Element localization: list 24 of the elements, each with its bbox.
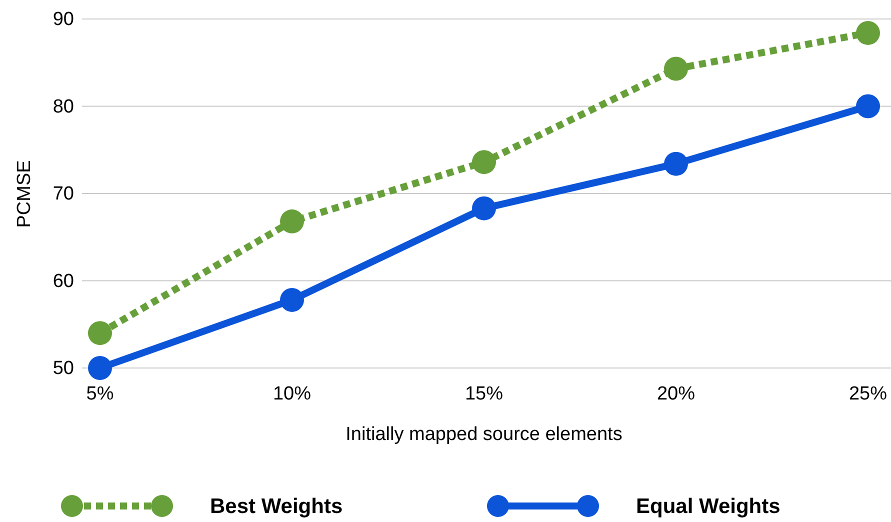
y-tick-label: 50 bbox=[52, 358, 74, 380]
x-tick-label: 20% bbox=[656, 383, 696, 404]
y-tick-label: 70 bbox=[52, 184, 74, 205]
point bbox=[280, 209, 304, 234]
x-axis-title: Initially mapped source elements bbox=[346, 424, 622, 445]
point bbox=[472, 150, 496, 174]
point bbox=[88, 321, 112, 346]
x-tick-label: 15% bbox=[464, 383, 504, 404]
point bbox=[664, 56, 688, 81]
point bbox=[664, 152, 688, 176]
y-tick-label: 60 bbox=[52, 270, 74, 292]
point bbox=[88, 356, 112, 380]
y-tick-label: 80 bbox=[52, 96, 74, 118]
point bbox=[856, 94, 880, 118]
legend-label: Equal Weights bbox=[636, 495, 780, 518]
y-axis-title: PCMSE bbox=[14, 160, 35, 228]
point bbox=[280, 288, 304, 312]
point bbox=[472, 196, 496, 220]
x-tick-label: 25% bbox=[848, 383, 888, 404]
legend-label: Best Weights bbox=[210, 495, 343, 518]
point bbox=[856, 20, 880, 45]
x-tick-label: 5% bbox=[86, 383, 114, 404]
y-tick-label: 90 bbox=[52, 9, 74, 30]
x-tick-label: 10% bbox=[272, 383, 312, 404]
